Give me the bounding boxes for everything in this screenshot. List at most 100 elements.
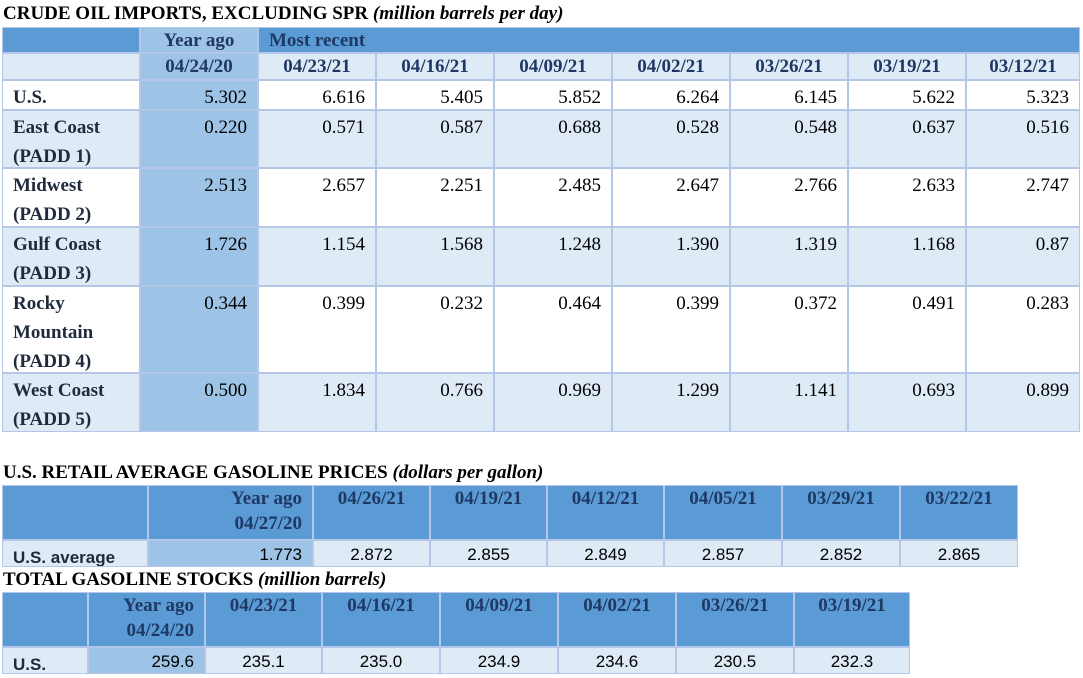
date-header: 04/16/21 (347, 595, 415, 616)
table-cell: 2.865 (900, 540, 1018, 567)
table-cell: 235.1 (205, 647, 322, 674)
table-cell: 234.9 (440, 647, 558, 674)
value: 1.319 (794, 234, 837, 255)
value: 5.852 (558, 87, 601, 108)
table-cell: 03/26/21 (676, 592, 794, 647)
table-cell: 6.145 (730, 80, 848, 110)
table-cell: 0.899 (966, 373, 1080, 432)
title-text: TOTAL GASOLINE STOCKS (3, 569, 254, 590)
value: 1.568 (440, 234, 483, 255)
row-label: (PADD 3) (13, 263, 92, 284)
table-cell: 1.248 (494, 227, 612, 286)
value: 234.9 (477, 652, 521, 671)
value: 0.516 (1026, 117, 1069, 138)
table-cell: 03/19/21 (794, 592, 910, 647)
table-cell: 2.657 (258, 168, 376, 227)
table-cell: Gulf Coast (PADD 3) (2, 227, 140, 286)
table-cell: 0.87 (966, 227, 1080, 286)
table-cell: 5.302 (140, 80, 258, 110)
table-cell: 232.3 (794, 647, 910, 674)
table-cell: 2.849 (547, 540, 664, 567)
row-label: U.S. (13, 655, 47, 674)
table-cell: U.S. average (2, 540, 148, 567)
date-header: 03/22/21 (925, 488, 993, 509)
row-label: (PADD 1) (13, 146, 92, 167)
table-cell: 6.264 (612, 80, 730, 110)
value: 2.766 (794, 175, 837, 196)
table-cell: Midwest (PADD 2) (2, 168, 140, 227)
value: 1.726 (204, 234, 247, 255)
table-cell: 03/12/21 (966, 53, 1080, 80)
value: 2.865 (937, 545, 981, 564)
table-cell: 0.283 (966, 286, 1080, 373)
date-header: 04/09/21 (519, 56, 587, 77)
table-cell: 2.485 (494, 168, 612, 227)
value: 5.622 (912, 87, 955, 108)
value: 5.323 (1026, 87, 1069, 108)
value: 5.405 (440, 87, 483, 108)
table-cell: 0.372 (730, 286, 848, 373)
row-label: U.S. average (13, 548, 116, 567)
row-label: (PADD 5) (13, 409, 92, 430)
title-unit: (million barrels) (258, 569, 387, 590)
table-cell: 04/16/21 (376, 53, 494, 80)
table-cell: 04/24/20 (140, 53, 258, 80)
table-cell: 1.168 (848, 227, 966, 286)
table-cell: 2.872 (313, 540, 430, 567)
section-title: CRUDE OIL IMPORTS, EXCLUDING SPR (millio… (3, 2, 563, 26)
table-cell: 0.688 (494, 110, 612, 168)
table-cell: 04/05/21 (664, 485, 782, 540)
table-cell: 5.852 (494, 80, 612, 110)
table-cell: 03/22/21 (900, 485, 1018, 540)
section-title: TOTAL GASOLINE STOCKS (million barrels) (3, 568, 386, 592)
table-cell: 04/12/21 (547, 485, 664, 540)
row-label: East Coast (13, 117, 101, 138)
table-cell: Rocky Mountain (PADD 4) (2, 286, 140, 373)
section-title: U.S. RETAIL AVERAGE GASOLINE PRICES (dol… (3, 461, 543, 485)
table-cell: 0.500 (140, 373, 258, 432)
date-header: 04/26/21 (337, 488, 406, 509)
value: 1.390 (676, 234, 719, 255)
table-cell: Year ago 04/24/20 (88, 592, 205, 647)
table-cell: 2.513 (140, 168, 258, 227)
value: 2.485 (558, 175, 601, 196)
value: 230.5 (713, 652, 757, 671)
table-cell: 5.405 (376, 80, 494, 110)
title-text: U.S. RETAIL AVERAGE GASOLINE PRICES (3, 462, 388, 483)
table-cell: 0.969 (494, 373, 612, 432)
value: 235.0 (359, 652, 403, 671)
value: 0.693 (912, 380, 955, 401)
table-cell: West Coast (PADD 5) (2, 373, 140, 432)
table-cell: 2.647 (612, 168, 730, 227)
table-cell: 0.571 (258, 110, 376, 168)
value: 1.248 (558, 234, 601, 255)
table-cell: 2.766 (730, 168, 848, 227)
table-cell: 2.852 (782, 540, 900, 567)
table-cell: 1.834 (258, 373, 376, 432)
date-header: 04/23/21 (283, 56, 351, 77)
table-cell: 0.399 (258, 286, 376, 373)
value: 0.969 (558, 380, 601, 401)
value: 0.766 (440, 380, 483, 401)
table-cell: 0.344 (140, 286, 258, 373)
table-cell: 0.548 (730, 110, 848, 168)
date-header: 04/02/21 (583, 595, 651, 616)
row-label: Mountain (13, 322, 94, 343)
value: 2.647 (676, 175, 719, 196)
table-cell: 1.390 (612, 227, 730, 286)
table-cell: 0.766 (376, 373, 494, 432)
table-cell (2, 592, 88, 647)
table-cell: Year ago (140, 27, 258, 53)
table-cell: 0.528 (612, 110, 730, 168)
value: 0.491 (912, 293, 955, 314)
value: 2.747 (1026, 175, 1069, 196)
table-cell: 04/23/21 (258, 53, 376, 80)
value: 2.849 (584, 545, 627, 564)
table-cell: 1.726 (140, 227, 258, 286)
value: 0.372 (794, 293, 837, 314)
date-header: 04/23/21 (229, 595, 298, 616)
value: 2.657 (322, 175, 365, 196)
value: 0.283 (1026, 293, 1069, 314)
value: 6.616 (322, 87, 365, 108)
date-header: 04/09/21 (465, 595, 533, 616)
